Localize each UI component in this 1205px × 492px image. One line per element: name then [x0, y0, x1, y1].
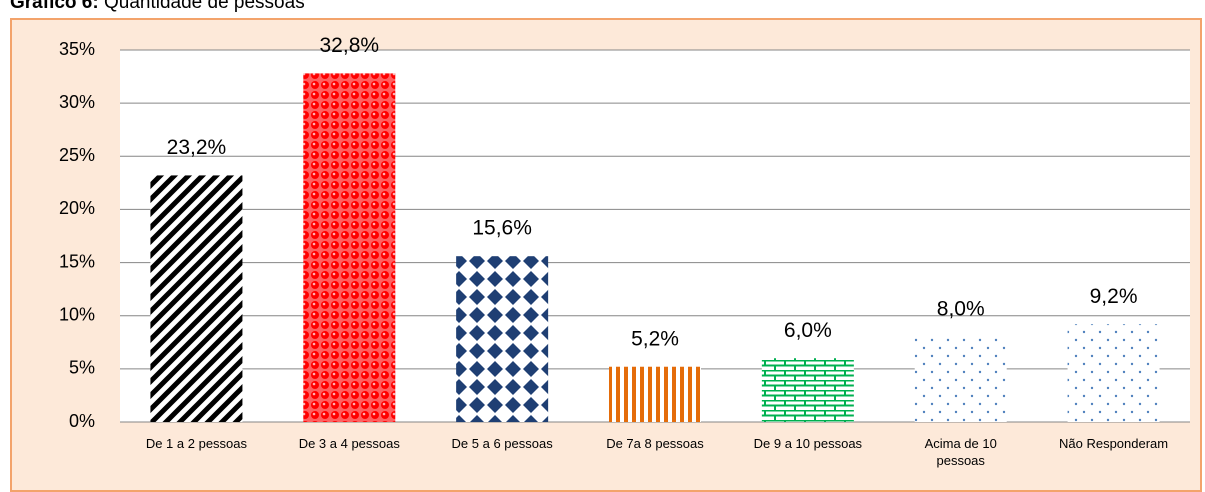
- y-tick-label: 35%: [59, 39, 95, 59]
- value-label: 5,2%: [631, 327, 679, 350]
- value-label: 8,0%: [937, 298, 985, 321]
- bar: [150, 175, 243, 422]
- x-tick-label: Acima de 10 pessoas: [924, 436, 997, 468]
- bar: [914, 336, 1007, 422]
- y-tick-label: 5%: [69, 358, 95, 378]
- value-label: 15,6%: [472, 217, 532, 240]
- x-tick-label: De 5 a 6 pessoas: [451, 436, 553, 451]
- bar: [456, 256, 549, 422]
- x-tick-label: De 9 a 10 pessoas: [753, 436, 863, 451]
- figure-label: Gráfico 6:: [10, 0, 99, 13]
- x-tick-label: De 7a 8 pessoas: [606, 436, 704, 451]
- y-tick-label: 0%: [69, 411, 95, 431]
- y-tick-label: 10%: [59, 304, 95, 324]
- y-tick-label: 20%: [59, 198, 95, 218]
- x-tick-label: De 3 a 4 pessoas: [298, 436, 400, 451]
- chart-title: Quantidade de pessoas: [103, 0, 305, 13]
- plot-area: [120, 50, 1190, 422]
- y-tick-label: 25%: [59, 145, 95, 165]
- y-tick-label: 30%: [59, 92, 95, 112]
- y-tick-label: 15%: [59, 251, 95, 271]
- x-tick-label: De 1 a 2 pessoas: [145, 436, 248, 451]
- value-label: 9,2%: [1090, 285, 1138, 308]
- value-label: 32,8%: [320, 34, 380, 57]
- bar: [761, 358, 854, 422]
- bar: [609, 366, 701, 422]
- page: Gráfico 6: Quantidade de pessoas 0% 5% 10%…: [10, 0, 1202, 492]
- value-label: 23,2%: [167, 136, 227, 159]
- x-tick-label: Não Responderam: [1059, 436, 1169, 451]
- bar: [303, 73, 396, 422]
- bar: [1067, 324, 1160, 422]
- value-label: 6,0%: [784, 319, 832, 342]
- title-block: Gráfico 6: Quantidade de pessoas: [10, 0, 305, 14]
- chart: 0% 5% 10% 15% 20% 25% 30% 35% 23,2% 32,8% 15,6% 5,2…: [59, 34, 1190, 431]
